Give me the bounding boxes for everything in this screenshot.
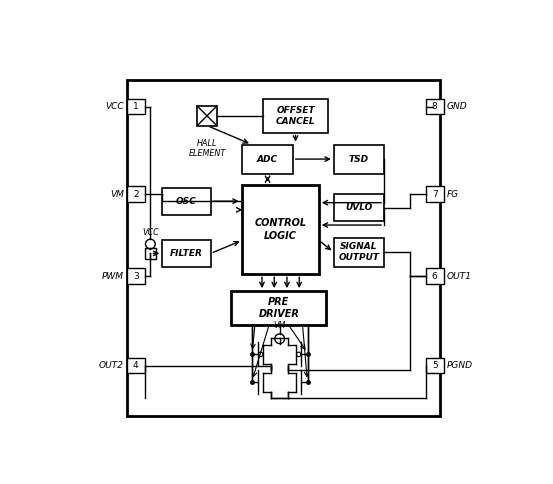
Bar — [242, 145, 293, 174]
Bar — [145, 248, 155, 259]
Bar — [162, 188, 211, 214]
Bar — [127, 186, 145, 202]
Text: OUT1: OUT1 — [447, 272, 472, 281]
Text: FILTER: FILTER — [170, 249, 203, 258]
Text: PRE
DRIVER: PRE DRIVER — [258, 297, 299, 319]
Bar — [426, 186, 444, 202]
Text: GND: GND — [447, 102, 467, 111]
Text: VCC: VCC — [142, 228, 159, 237]
Text: OSC: OSC — [176, 197, 197, 206]
Text: HALL
ELEMENT: HALL ELEMENT — [189, 139, 226, 158]
Text: 1: 1 — [133, 102, 139, 111]
Text: SIGNAL
OUTPUT: SIGNAL OUTPUT — [338, 242, 379, 262]
Text: FG: FG — [447, 190, 459, 198]
Text: OFFSET
CANCEL: OFFSET CANCEL — [276, 106, 315, 126]
Text: PGND: PGND — [447, 361, 473, 370]
Text: VCC: VCC — [105, 102, 124, 111]
Bar — [127, 268, 145, 284]
Bar — [162, 240, 211, 267]
Bar — [127, 358, 145, 373]
Text: PWM: PWM — [102, 272, 124, 281]
Bar — [231, 291, 326, 325]
Bar — [333, 145, 384, 174]
Text: OUT2: OUT2 — [99, 361, 124, 370]
Bar — [426, 99, 444, 114]
Bar — [242, 185, 319, 274]
Text: 5: 5 — [432, 361, 437, 370]
Text: CONTROL
LOGIC: CONTROL LOGIC — [254, 218, 307, 241]
Text: TSD: TSD — [349, 154, 369, 164]
Text: 3: 3 — [133, 272, 139, 281]
Bar — [333, 195, 384, 221]
Text: UVLO: UVLO — [345, 203, 373, 212]
Bar — [426, 268, 444, 284]
Text: VM: VM — [110, 190, 124, 198]
Text: 6: 6 — [432, 272, 437, 281]
Text: 2: 2 — [133, 190, 139, 198]
Bar — [263, 99, 328, 133]
Bar — [127, 80, 440, 416]
Bar — [426, 358, 444, 373]
Text: ADC: ADC — [257, 154, 278, 164]
Text: VM: VM — [274, 321, 286, 330]
Bar — [197, 106, 217, 125]
Text: 7: 7 — [432, 190, 437, 198]
Bar — [127, 99, 145, 114]
Bar — [333, 238, 384, 267]
Text: 8: 8 — [432, 102, 437, 111]
Text: 4: 4 — [133, 361, 139, 370]
